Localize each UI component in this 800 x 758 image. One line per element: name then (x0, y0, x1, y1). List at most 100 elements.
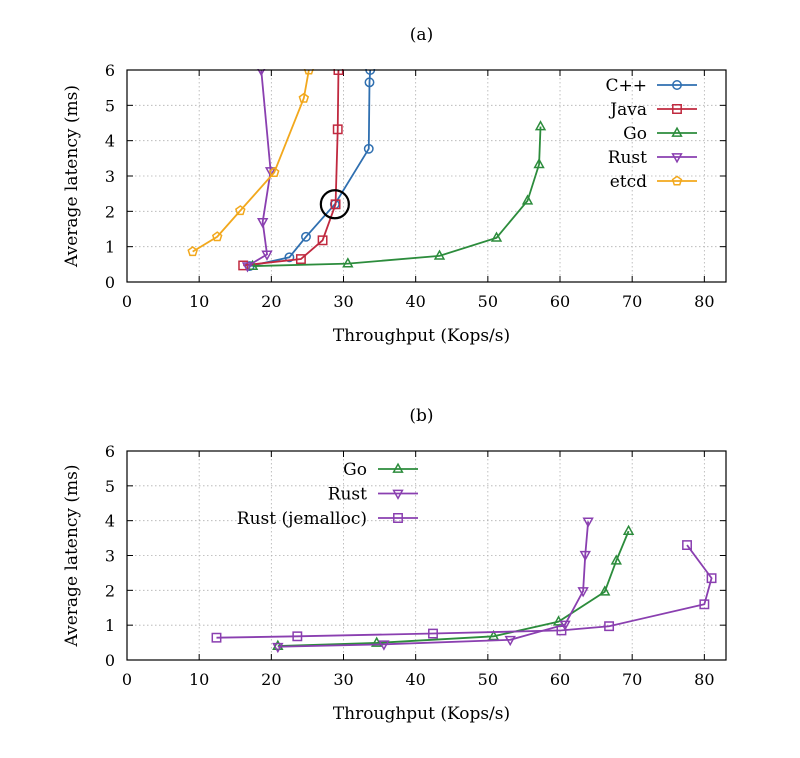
legend-label: Rust (jemalloc) (237, 509, 367, 529)
chart-title: (b) (409, 406, 433, 426)
data-point (264, 167, 277, 178)
series-go (272, 524, 635, 650)
y-tick-label: 3 (105, 547, 115, 566)
x-tick-label: 70 (622, 670, 642, 689)
data-point (599, 585, 611, 596)
data-point (330, 199, 341, 210)
y-tick-label: 4 (105, 132, 115, 151)
legend-item: etcd (610, 172, 697, 192)
data-point (582, 517, 594, 528)
data-point (559, 620, 571, 631)
x-tick-label: 30 (333, 670, 353, 689)
legend: Go Rust Rust (jemalloc) (237, 460, 418, 529)
data-point (295, 254, 306, 264)
x-tick-label: 30 (333, 292, 353, 311)
x-tick-label: 60 (550, 292, 570, 311)
data-point (533, 157, 545, 169)
y-tick-label: 1 (105, 616, 115, 635)
x-tick-label: 80 (694, 292, 714, 311)
data-point (364, 77, 375, 88)
data-point (241, 262, 254, 273)
data-point (256, 218, 269, 229)
legend-marker (392, 462, 404, 473)
x-tick-label: 50 (478, 292, 498, 311)
y-tick-label: 5 (105, 96, 115, 115)
data-point (577, 587, 589, 598)
x-axis-label: Throughput (Kops/s) (333, 704, 510, 724)
y-tick-label: 5 (105, 477, 115, 496)
data-point (363, 143, 374, 154)
data-point (333, 69, 344, 75)
legend-marker (672, 104, 682, 114)
chart-panel-a: (a) 0 10 20 30 40 50 60 70 80 0 1 2 3 4 5 6 Throughput (K… (62, 25, 727, 346)
legend-marker (672, 80, 682, 90)
plot-frame (126, 450, 727, 661)
legend-item: C++ (606, 76, 697, 96)
legend-label: Rust (328, 485, 367, 505)
plot-area (187, 69, 547, 273)
data-point (487, 629, 500, 641)
legend-marker (671, 153, 683, 164)
data-point (342, 257, 354, 268)
data-point (682, 540, 692, 550)
data-point (301, 231, 311, 242)
chart-title: (a) (410, 25, 433, 45)
x-tick-label: 0 (122, 292, 132, 311)
data-point (261, 250, 273, 261)
y-tick-label: 6 (105, 442, 115, 461)
data-point (610, 554, 622, 565)
data-point (521, 194, 534, 205)
series-rust (241, 69, 277, 273)
legend: C++ Java Go Rust etcd (606, 76, 697, 192)
data-point (556, 625, 567, 636)
data-point (235, 205, 246, 216)
y-tick-label: 4 (105, 512, 115, 531)
data-point (490, 231, 503, 242)
data-point (622, 524, 635, 536)
data-point (579, 550, 591, 562)
data-point (604, 621, 615, 632)
y-tick-label: 1 (105, 238, 115, 257)
legend-item: Rust (608, 148, 697, 168)
x-axis-label: Throughput (Kops/s) (333, 326, 510, 346)
legend-label: C++ (606, 76, 648, 96)
legend-item: Rust (328, 485, 418, 505)
series-line (277, 530, 630, 647)
data-point (272, 642, 284, 654)
legend-item: Rust (jemalloc) (237, 509, 418, 529)
data-point (378, 640, 390, 651)
x-tick-label: 10 (189, 670, 209, 689)
data-point (211, 231, 223, 242)
y-tick-label: 2 (105, 202, 115, 221)
legend-label: Go (343, 460, 367, 480)
x-tick-label: 20 (261, 292, 281, 311)
x-tick-label: 40 (405, 292, 425, 311)
plot-area (211, 517, 717, 654)
legend-marker (392, 489, 404, 500)
series-line (216, 544, 713, 639)
y-tick-label: 3 (105, 167, 115, 186)
x-tick-label: 0 (122, 670, 132, 689)
data-point (332, 124, 343, 135)
y-axis-label: Average latency (ms) (62, 85, 82, 268)
data-point (187, 246, 198, 257)
series-line (277, 521, 590, 648)
series-go (246, 120, 547, 270)
data-point (257, 69, 266, 77)
data-point (268, 166, 280, 177)
y-tick-label: 2 (105, 581, 115, 600)
data-point (303, 69, 314, 75)
x-tick-label: 40 (405, 670, 425, 689)
data-point (284, 252, 295, 263)
y-tick-label: 0 (105, 651, 115, 670)
legend-label: Java (608, 100, 647, 120)
chart-panel-b: (b) 0 10 20 30 40 50 60 70 80 0 1 2 3 4 5 6 Throughput (K… (62, 406, 727, 724)
series-rust-jemalloc- (211, 540, 717, 643)
legend-marker (671, 175, 683, 186)
x-tick-label: 60 (550, 670, 570, 689)
plot-frame (126, 69, 727, 283)
data-point (292, 631, 303, 642)
legend-label: Rust (608, 148, 647, 168)
x-tick-label: 10 (189, 292, 209, 311)
series-line (192, 69, 310, 253)
